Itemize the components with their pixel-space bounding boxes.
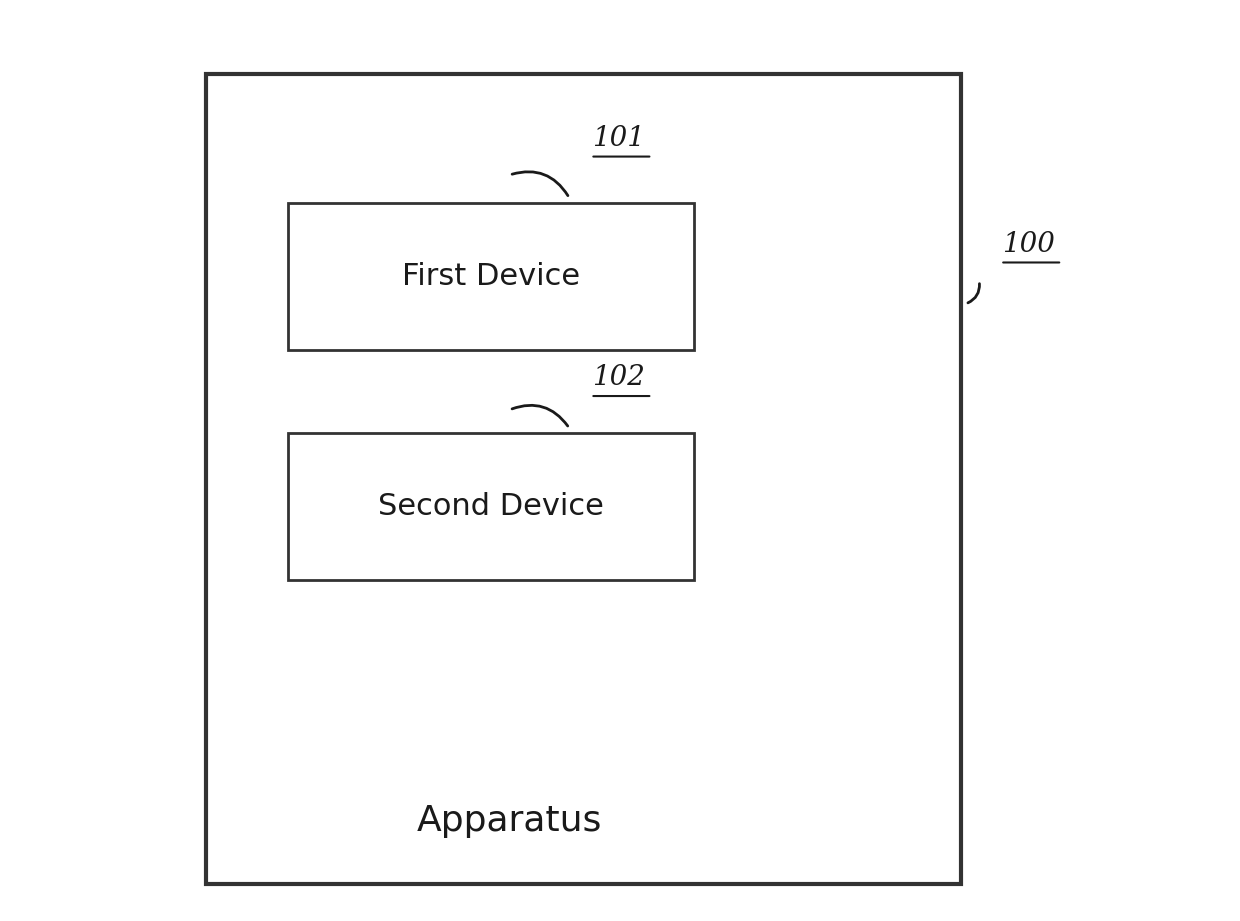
FancyBboxPatch shape (206, 74, 961, 884)
FancyArrowPatch shape (968, 284, 980, 303)
Text: 101: 101 (593, 125, 645, 152)
FancyBboxPatch shape (289, 203, 693, 350)
Text: 102: 102 (593, 365, 645, 391)
Text: Second Device: Second Device (378, 492, 604, 521)
Text: Apparatus: Apparatus (417, 804, 603, 838)
FancyBboxPatch shape (289, 433, 693, 580)
Text: First Device: First Device (402, 262, 580, 291)
Text: 100: 100 (1002, 231, 1055, 258)
FancyArrowPatch shape (512, 171, 568, 195)
FancyArrowPatch shape (512, 405, 568, 426)
